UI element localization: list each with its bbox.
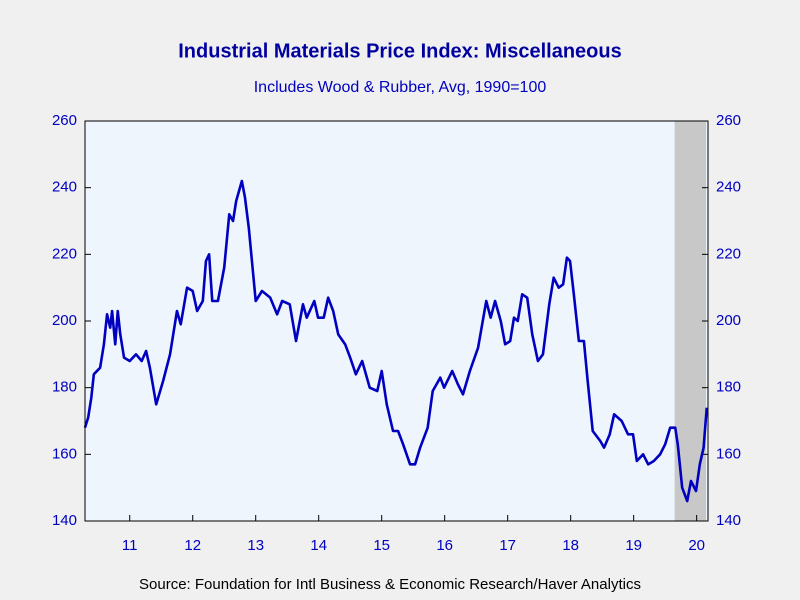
y2-tick-label: 260 — [716, 112, 741, 129]
y2-tick-label: 140 — [716, 512, 741, 529]
x-tick-label: 14 — [310, 537, 327, 554]
y-tick-label: 200 — [52, 312, 77, 329]
y2-tick-label: 160 — [716, 445, 741, 462]
series-line — [83, 179, 709, 503]
y-tick-label: 160 — [52, 445, 77, 462]
x-tick-label: 19 — [625, 537, 642, 554]
plot: 140 160 180 200 220 240 260 140 160 180 200 220 240 2… — [52, 112, 741, 554]
x-tick-label: 15 — [373, 537, 390, 554]
y-tick-label: 140 — [52, 512, 77, 529]
x-tick-label: 11 — [122, 537, 138, 554]
plot-area — [85, 121, 708, 521]
y-tick-label: 240 — [52, 179, 77, 196]
x-tick-label: 17 — [499, 537, 516, 554]
y2-tick-label: 220 — [716, 245, 741, 262]
y-tick-label: 260 — [52, 112, 77, 129]
x-tick-label: 12 — [184, 537, 201, 554]
source-note: Source: Foundation for Intl Business & E… — [139, 576, 641, 593]
chart-title: Industrial Materials Price Index: Miscel… — [178, 40, 622, 62]
y2-tick-label: 180 — [716, 379, 741, 396]
x-tick-label: 18 — [562, 537, 579, 554]
plot-frame — [84, 120, 709, 522]
y-tick-label: 220 — [52, 245, 77, 262]
y2-tick-label: 240 — [716, 179, 741, 196]
x-tick-label: 16 — [436, 537, 453, 554]
chart-subtitle: Includes Wood & Rubber, Avg, 1990=100 — [254, 79, 547, 96]
x-tick-label: 20 — [688, 537, 705, 554]
y2-tick-label: 200 — [716, 312, 741, 329]
x-tick-label: 13 — [247, 537, 264, 554]
y-tick-label: 180 — [52, 379, 77, 396]
